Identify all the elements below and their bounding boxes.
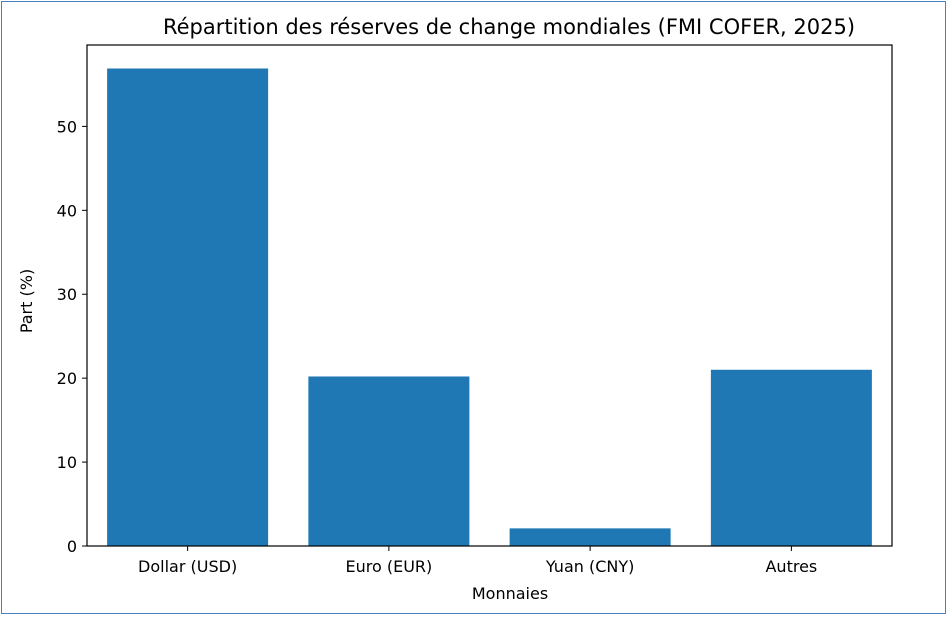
- y-tick-label: 30: [57, 285, 77, 304]
- bar-0: [107, 68, 269, 546]
- bar-1: [308, 376, 470, 546]
- y-tick-label: 50: [57, 117, 77, 136]
- x-axis-label: Monnaies: [472, 584, 548, 603]
- x-tick-label: Euro (EUR): [345, 557, 432, 576]
- chart-title: Répartition des réserves de change mondi…: [163, 15, 855, 39]
- plot-area-frame: [86, 44, 893, 547]
- y-tick-label: 20: [57, 369, 77, 388]
- x-axis-ticks: Dollar (USD) Euro (EUR) Yuan (CNY) Autres: [138, 546, 817, 576]
- bar-2: [509, 528, 671, 546]
- y-tick-label: 40: [57, 201, 77, 220]
- y-tick-label: 0: [67, 537, 77, 556]
- x-tick-label: Yuan (CNY): [545, 557, 635, 576]
- bars-group: [107, 68, 872, 546]
- y-axis-ticks: 0 10 20 30 40 50: [57, 117, 87, 556]
- y-axis-label: Part (%): [17, 269, 36, 333]
- x-tick-label: Autres: [765, 557, 817, 576]
- x-tick-label: Dollar (USD): [138, 557, 237, 576]
- bar-3: [710, 369, 872, 546]
- y-tick-label: 10: [57, 453, 77, 472]
